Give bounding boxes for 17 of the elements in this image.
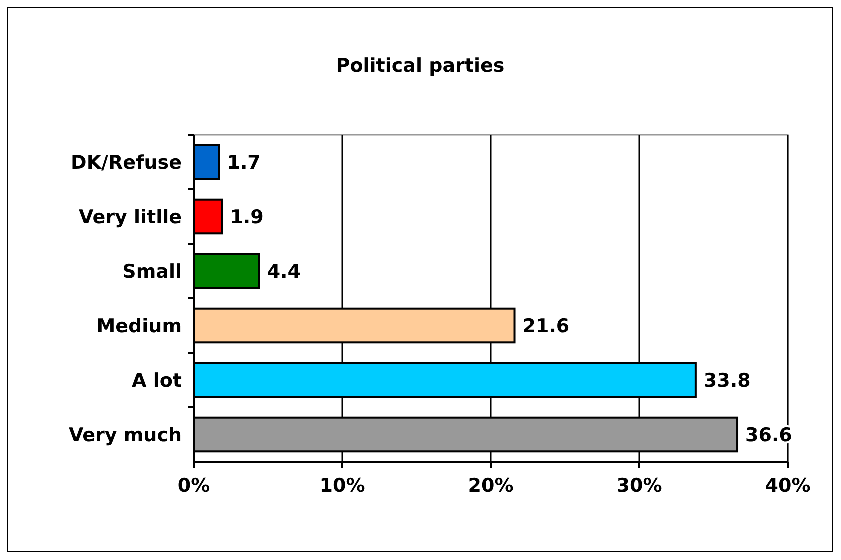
data-label: 1.7 [227, 152, 261, 174]
y-tick-label: A lot [132, 370, 182, 392]
y-tick-label: Small [122, 261, 182, 284]
y-tick-label: DK/Refuse [71, 152, 182, 174]
data-label: 21.6 [522, 316, 570, 338]
data-label: 1.9 [230, 206, 264, 229]
data-label: 4.4 [267, 261, 302, 284]
x-tick-label: 10% [320, 475, 366, 497]
y-tick-label: Medium [96, 316, 182, 338]
y-tick-label: Very much [68, 424, 182, 447]
data-label: 33.8 [704, 370, 751, 392]
x-tick-label: 40% [765, 475, 811, 497]
y-tick-label: Very litlle [79, 206, 182, 229]
x-tick-label: 30% [616, 475, 662, 497]
chart-title: Political parties [336, 55, 505, 77]
x-tick-label: 20% [468, 475, 514, 497]
x-tick-label: 0% [178, 475, 210, 497]
